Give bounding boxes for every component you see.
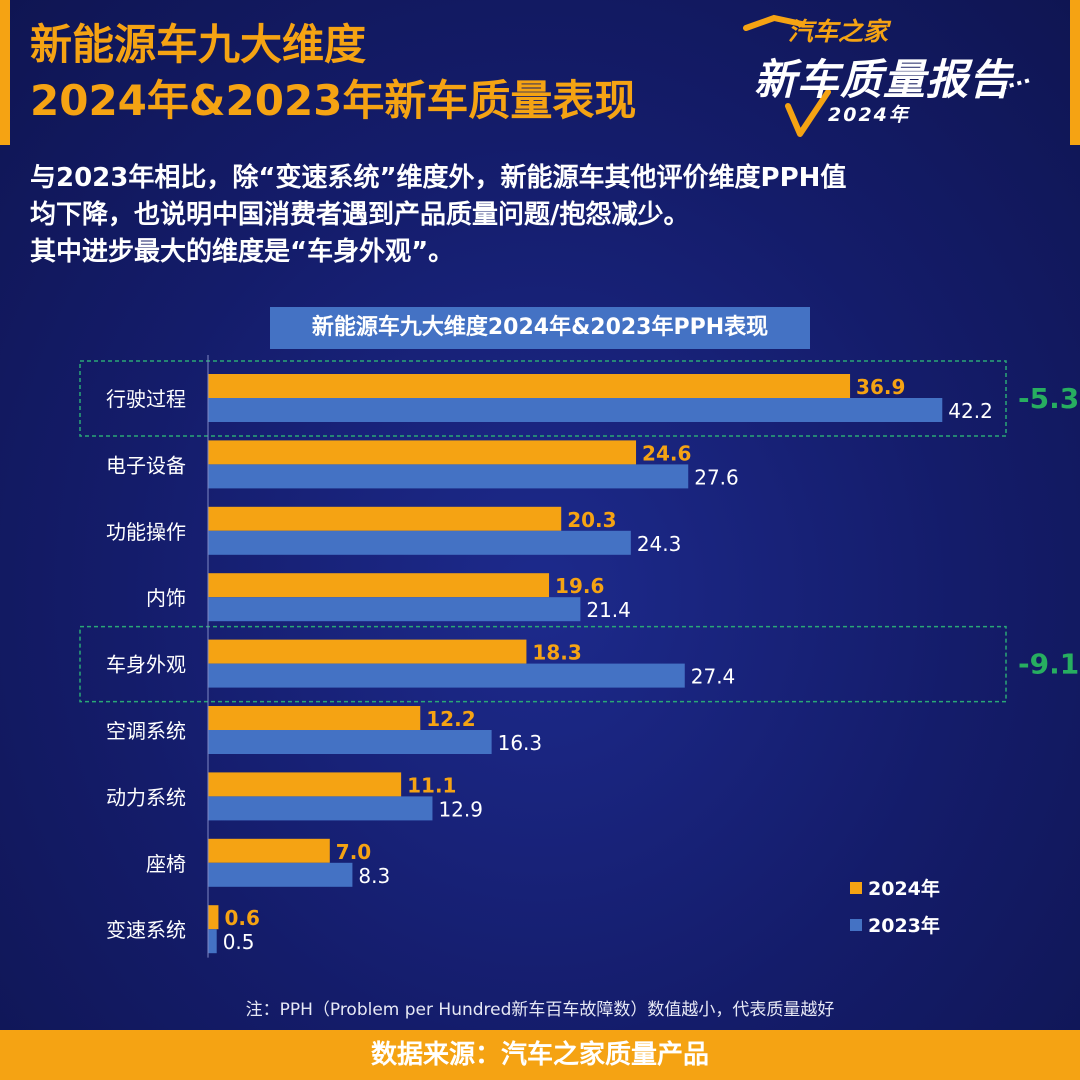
bar-2023: [208, 530, 631, 555]
category-label: 功能操作: [106, 520, 186, 544]
right-accent-bar: [1070, 0, 1080, 145]
bar-2023: [208, 597, 581, 622]
data-label: 24.3: [637, 532, 682, 556]
logo-swoosh-icon: [743, 14, 1031, 137]
legend-swatch: [850, 882, 862, 894]
legend-label: 2023年: [868, 914, 940, 937]
bar-2024: [208, 506, 562, 531]
data-label: 27.6: [694, 465, 739, 489]
summary-text: 与2023年相比，除“变速系统”维度外，新能源车其他评价维度PPH值 均下降，也…: [30, 160, 846, 271]
bar-2024: [208, 639, 527, 664]
bar-2023: [208, 929, 217, 954]
pph-bar-chart: -5.3 -9.1 行驶过程 36.9 42.2 电子设备 24.627.6 功能操作 20.3…: [79, 355, 1079, 958]
chart-title: 新能源车九大维度2024年&2023年PPH表现: [270, 307, 810, 349]
summary-line: 均下降，也说明中国消费者遇到产品质量问题/抱怨减少。: [30, 200, 690, 230]
category-label: 车身外观: [106, 653, 186, 677]
bar-2024: [208, 374, 851, 398]
data-label: 0.5: [223, 930, 255, 954]
summary-line: 其中进步最大的维度是“车身外观”。: [30, 237, 455, 267]
data-label: 20.3: [567, 508, 616, 532]
bar-2024: [208, 772, 402, 797]
category-label: 行驶过程: [106, 387, 186, 411]
bar-2023: [208, 730, 492, 754]
category-label: 座椅: [146, 852, 186, 876]
logo-main-text: 新车质量报告: [754, 55, 1013, 104]
bar-2024: [208, 838, 330, 863]
left-accent-bar: [0, 0, 10, 145]
data-label: 0.6: [224, 906, 259, 930]
data-label: 11.1: [407, 773, 456, 797]
difference-annotation: -9.1: [1018, 648, 1079, 681]
category-label: 内饰: [146, 586, 186, 610]
summary-line: 与2023年相比，除“变速系统”维度外，新能源车其他评价维度PPH值: [30, 163, 847, 193]
data-label: 42.2: [948, 399, 993, 423]
footnote: 注：PPH（Problem per Hundred新车百车故障数）数值越小，代表…: [245, 1000, 835, 1020]
data-label: 24.6: [642, 441, 691, 465]
logo-year-text: 2024年: [828, 104, 910, 126]
data-label: 7.0: [336, 840, 371, 864]
report-logo: 汽车之家 新车质量报告 2024年: [740, 10, 1050, 137]
data-label: 18.3: [532, 641, 581, 665]
data-label: 36.9: [856, 375, 905, 399]
category-label: 空调系统: [106, 719, 186, 743]
bar-2023: [208, 862, 353, 887]
category-label: 电子设备: [106, 453, 186, 477]
data-label: 16.3: [498, 731, 543, 755]
bar-2023: [208, 464, 689, 489]
data-label: 12.2: [426, 707, 475, 731]
legend-swatch: [850, 919, 862, 931]
logo-brand-text: 汽车之家: [788, 17, 889, 46]
data-label: 8.3: [358, 864, 390, 888]
category-label: 动力系统: [106, 785, 186, 809]
bar-2023: [208, 796, 433, 821]
data-label: 12.9: [438, 797, 483, 821]
bar-2024: [208, 905, 219, 930]
data-label: 19.6: [555, 574, 604, 598]
data-source-bar: 数据来源：汽车之家质量产品: [0, 1030, 1080, 1080]
page-title-line1: 新能源车九大维度: [30, 20, 367, 69]
legend-label: 2024年: [868, 877, 940, 900]
data-label: 21.4: [586, 598, 631, 622]
page-title-line2: 2024年&2023年新车质量表现: [30, 76, 637, 125]
category-label: 变速系统: [106, 918, 186, 942]
bar-2024: [208, 706, 421, 730]
bar-2024: [208, 440, 637, 465]
bar-2023: [208, 398, 943, 422]
highlight-box: [79, 360, 1007, 437]
difference-annotation: -5.3: [1018, 382, 1079, 415]
data-label: 27.4: [691, 665, 736, 689]
bar-2024: [208, 573, 550, 598]
bar-2023: [208, 663, 685, 688]
highlight-box: [79, 625, 1007, 703]
